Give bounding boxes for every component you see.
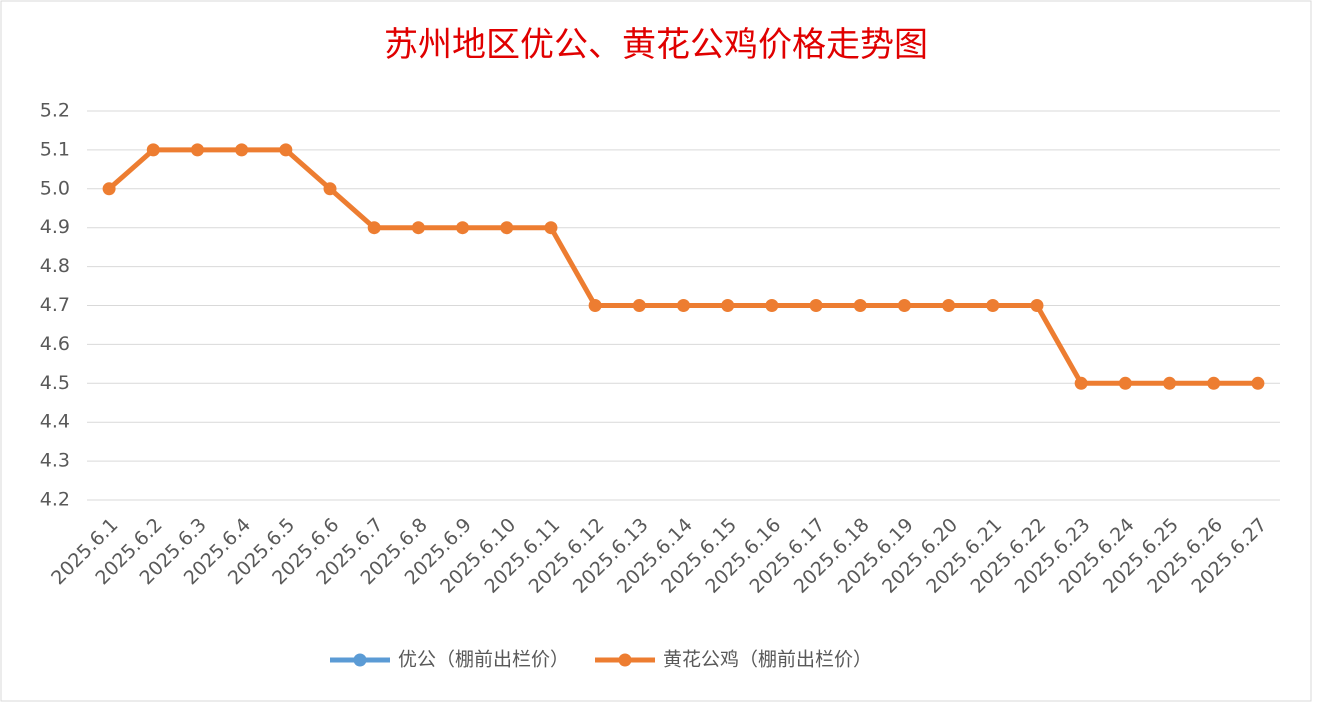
marker [632,299,646,312]
y-tick-label: 4.3 [40,450,70,472]
legend-marker [618,653,632,667]
marker [190,143,204,157]
marker [279,143,293,157]
marker [765,299,779,312]
legend-marker [353,653,367,667]
marker [367,221,381,235]
marker [1207,376,1221,390]
chart-title: 苏州地区优公、黄花公鸡价格走势图 [384,25,928,65]
marker [1163,376,1177,390]
marker [897,299,911,312]
marker [500,221,514,235]
marker [853,299,867,312]
legend-label: 黄花公鸡（棚前出栏价） [663,649,872,671]
marker [411,221,425,235]
y-tick-label: 4.6 [40,333,70,355]
marker [1118,376,1132,390]
y-tick-label: 4.9 [40,216,70,238]
y-tick-label: 5.1 [40,138,70,160]
y-tick-label: 4.5 [40,372,70,394]
legend-label: 优公（棚前出栏价） [398,649,569,671]
marker [146,143,160,157]
marker [942,299,956,312]
marker [1251,376,1265,390]
marker [986,299,1000,312]
y-tick-label: 4.4 [40,411,70,433]
marker [544,221,558,235]
marker [721,299,735,312]
marker [1030,299,1044,312]
marker [677,299,690,312]
y-tick-label: 4.7 [40,294,70,316]
marker [235,143,249,157]
marker [809,299,823,312]
y-tick-label: 5.0 [40,177,70,199]
marker [102,182,116,196]
marker [588,299,602,312]
marker [1074,376,1088,390]
y-tick-label: 4.2 [40,489,70,511]
y-tick-label: 4.8 [40,255,70,277]
marker [456,221,470,235]
y-tick-label: 5.2 [40,100,70,122]
marker [323,182,337,196]
